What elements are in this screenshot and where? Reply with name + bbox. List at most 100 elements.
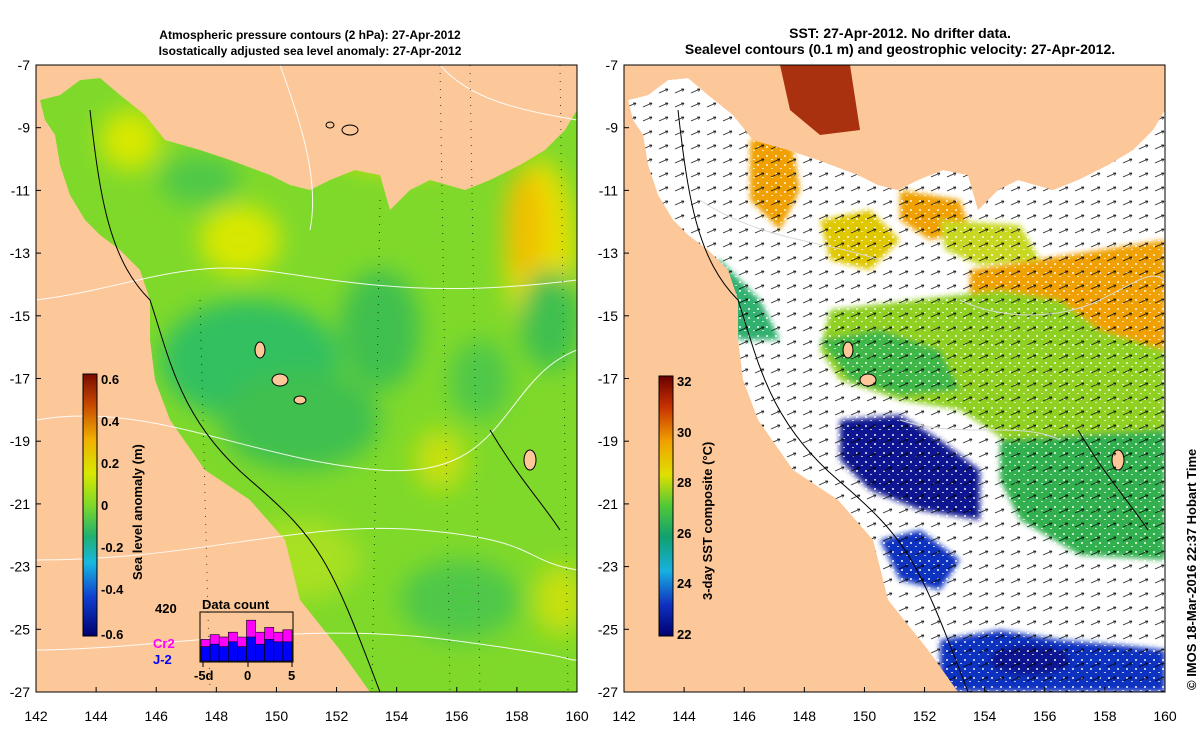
satellite-tracks	[199, 65, 569, 692]
left-colorbar-ticks: 0.6 0.4 0.2 0 -0.2 -0.4 -0.6	[101, 372, 124, 642]
sealevel-contours	[699, 199, 1165, 441]
right-lat-tick: -9	[606, 120, 619, 136]
right-colorbar	[658, 375, 674, 637]
right-lon-tick: 150	[853, 708, 877, 724]
right-title-line1: SST: 27-Apr-2012. No drifter data.	[789, 25, 1011, 41]
right-lat-ticks: -7 -9 -11 -13 -15 -17 -19 -21 -23 -25 -27	[598, 57, 629, 700]
left-panel-title: Atmospheric pressure contours (2 hPa): 2…	[60, 27, 560, 59]
left-cb-tick-1: 0.4	[101, 414, 120, 429]
histogram-title: Data count	[202, 597, 270, 612]
right-lon-tick: 158	[1093, 708, 1117, 724]
right-cb-tick-0: 32	[677, 374, 691, 389]
data-count-histogram: Data count 420 Cr2 J-2 -5d 0 5	[153, 597, 295, 683]
right-lon-tick: 144	[672, 708, 696, 724]
right-lat-tick: -7	[606, 57, 619, 73]
left-lat-tick: -13	[10, 245, 30, 261]
left-colorbar	[82, 373, 98, 637]
histogram-bar-j2	[200, 646, 211, 662]
histogram-bar-j2	[228, 641, 238, 662]
right-cb-tick-3: 26	[677, 526, 691, 541]
pressure-contours	[36, 65, 577, 661]
histogram-bar-j2	[255, 643, 266, 662]
left-lon-tick: 150	[265, 708, 289, 724]
histogram-series-cr2: Cr2	[153, 636, 175, 651]
right-lon-tick: 154	[973, 708, 997, 724]
histogram-max-label: 420	[155, 601, 177, 616]
left-lat-tick: -11	[11, 182, 30, 198]
histogram-xtick-2: 5	[288, 668, 295, 683]
left-lon-tick: 142	[24, 708, 48, 724]
right-lat-tick: -19	[598, 433, 618, 449]
left-lon-tick: 158	[505, 708, 529, 724]
left-lon-tick: 148	[205, 708, 229, 724]
left-lat-tick: -15	[10, 308, 30, 324]
right-lat-tick: -23	[598, 559, 618, 575]
left-lat-tick: -25	[10, 621, 30, 637]
histogram-bar-j2	[246, 636, 256, 662]
histogram-bar-j2	[264, 639, 275, 662]
left-cb-tick-5: -0.4	[101, 582, 124, 597]
right-cb-tick-2: 28	[677, 475, 691, 490]
right-lat-tick: -25	[598, 621, 618, 637]
right-lat-tick: -13	[598, 245, 618, 261]
left-cb-tick-4: -0.2	[101, 540, 123, 555]
left-colorbar-label: Sea level anomaly (m)	[130, 444, 145, 580]
left-lat-ticks: -7 -9 -11 -13 -15 -17 -19 -21 -23 -25 -27	[10, 57, 41, 700]
right-cb-tick-5: 22	[677, 627, 691, 642]
right-lon-tick: 142	[612, 708, 636, 724]
left-lat-tick: -19	[10, 433, 30, 449]
right-lon-tick: 146	[733, 708, 757, 724]
left-lat-tick: -23	[10, 559, 30, 575]
left-cb-tick-2: 0.2	[101, 456, 119, 471]
left-land-mainland	[36, 65, 577, 692]
right-title-line2: Sealevel contours (0.1 m) and geostrophi…	[684, 41, 1116, 57]
right-cb-tick-1: 30	[677, 425, 691, 440]
right-lat-tick: -27	[598, 684, 618, 700]
left-lon-tick: 160	[565, 708, 589, 724]
left-title-line2: Isostatically adjusted sea level anomaly…	[158, 44, 462, 58]
left-cb-tick-3: 0	[101, 498, 108, 513]
left-lon-tick: 154	[385, 708, 409, 724]
right-lon-tick: 152	[913, 708, 937, 724]
imos-credit: © IMOS 18-Mar-2016 22:37 Hobart Time	[1184, 448, 1199, 690]
left-lon-tick: 146	[145, 708, 169, 724]
histogram-bars	[200, 619, 293, 662]
right-lat-tick: -11	[599, 182, 618, 198]
histogram-xtick-1: 0	[244, 668, 251, 683]
histogram-bar-j2	[218, 646, 229, 662]
left-lat-tick: -7	[18, 57, 31, 73]
left-lon-tick: 152	[325, 708, 349, 724]
right-lon-tick: 148	[793, 708, 817, 724]
left-islands	[254, 121, 537, 471]
left-lon-tick: 144	[84, 708, 108, 724]
right-lon-tick: 156	[1033, 708, 1057, 724]
left-map	[36, 65, 577, 692]
left-cb-tick-0: 0.6	[101, 372, 119, 387]
left-cb-tick-6: -0.6	[101, 627, 123, 642]
left-lat-tick: -17	[10, 371, 30, 387]
histogram-bar-j2	[237, 646, 247, 662]
histogram-series-j2: J-2	[153, 652, 172, 667]
right-colorbar-ticks: 32 30 28 26 24 22	[677, 374, 692, 642]
left-lat-tick: -21	[10, 496, 30, 512]
histogram-bar-j2	[209, 643, 220, 662]
right-lon-ticks: 142 144 146 148 150 152 154 156 158 160	[612, 687, 1177, 724]
left-land-papua	[36, 65, 160, 100]
left-lat-tick: -27	[10, 684, 30, 700]
right-lat-tick: -15	[598, 308, 618, 324]
histogram-frame	[199, 611, 294, 663]
right-cb-tick-4: 24	[677, 576, 692, 591]
histogram-xtick-0: -5d	[194, 668, 214, 683]
right-lon-tick: 160	[1153, 708, 1177, 724]
left-title-line1: Atmospheric pressure contours (2 hPa): 2…	[159, 28, 461, 42]
left-isobath	[89, 109, 381, 692]
right-isobath	[677, 109, 969, 692]
right-map	[624, 65, 1165, 692]
right-panel-title: SST: 27-Apr-2012. No drifter data. Seale…	[600, 25, 1200, 57]
right-lat-tick: -17	[598, 371, 618, 387]
histogram-bar-j2	[273, 641, 284, 662]
left-lat-tick: -9	[18, 120, 31, 136]
right-colorbar-label: 3-day SST composite (°C)	[700, 442, 715, 600]
left-lon-tick: 156	[445, 708, 469, 724]
